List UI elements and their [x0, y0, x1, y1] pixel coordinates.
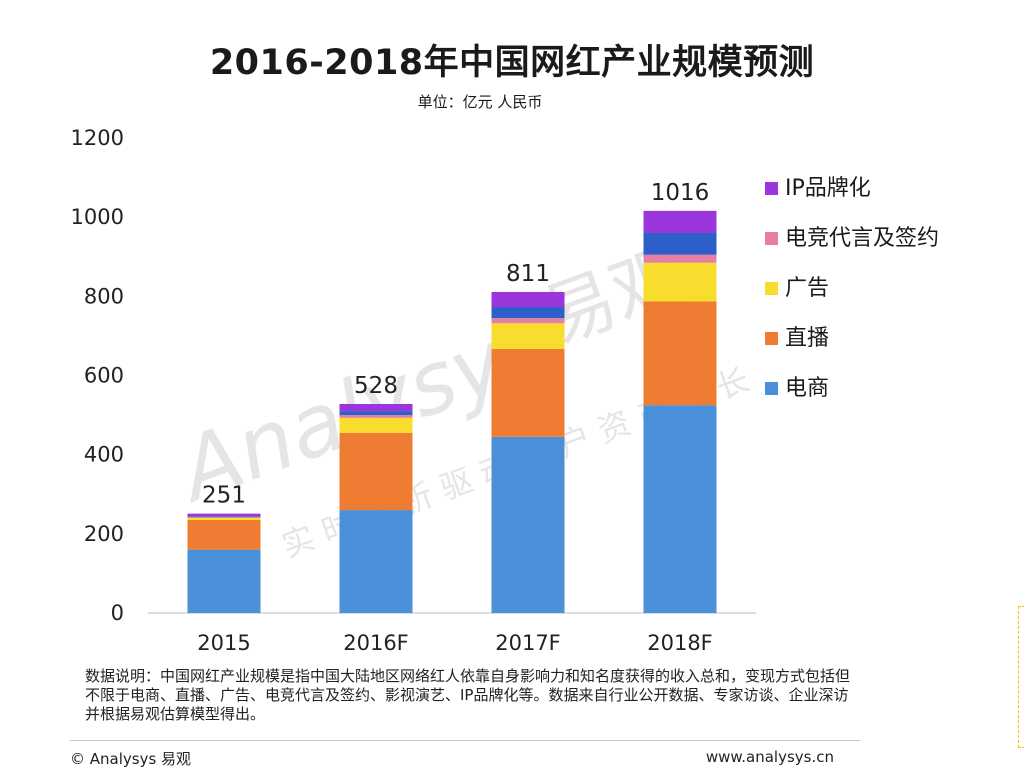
- legend-swatch-livestream: [765, 332, 778, 345]
- bar-segment-ip_brand: [339, 404, 413, 412]
- bars: [187, 210, 717, 613]
- legend-label-ecommerce: 电商: [785, 376, 829, 401]
- bar-segment-advertising: [643, 262, 717, 302]
- bar-segment-esports: [339, 415, 413, 418]
- bar-segment-esports: [643, 254, 717, 263]
- x-tick-label: 2018F: [647, 631, 713, 655]
- bar-segment-ecommerce: [643, 405, 717, 613]
- bar-segment-livestream: [491, 348, 565, 437]
- bar-segment-advertising: [187, 518, 261, 520]
- bar-segment-ip_brand: [187, 513, 261, 517]
- legend-label-esports: 电竞代言及签约: [785, 226, 939, 251]
- bar-segment-ecommerce: [339, 510, 413, 613]
- labels: 0 200 400 600 800 1000 1200 2015 251 2016F 528 2017…: [71, 126, 713, 655]
- chart-unit-subtitle: 单位：亿元 人民币: [417, 93, 543, 111]
- bar-segment-livestream: [643, 301, 717, 406]
- data-note: 数据说明：中国网红产业规模是指中国大陆地区网络红人依靠自身影响力和知名度获得的收…: [85, 667, 851, 723]
- bar-total-label: 811: [506, 261, 550, 287]
- chart-title: 2016-2018年中国网红产业规模预测: [209, 43, 815, 83]
- y-tick-label: 1200: [71, 126, 124, 150]
- y-tick-label: 400: [84, 443, 124, 467]
- x-tick-label: 2015: [197, 631, 250, 655]
- y-tick-label: 600: [84, 364, 124, 388]
- bar-total-label: 528: [354, 373, 398, 399]
- y-tick-label: 0: [111, 601, 124, 625]
- legend-label-livestream: 直播: [785, 326, 829, 351]
- bar-segment-blue_segment: [187, 516, 261, 517]
- bar-segment-ecommerce: [187, 549, 261, 613]
- corner-dashed-box: [1018, 606, 1024, 748]
- bar-segment-blue_segment: [643, 233, 717, 255]
- bar-segment-ecommerce: [491, 436, 565, 613]
- bar-segment-livestream: [187, 519, 261, 550]
- y-tick-label: 800: [84, 284, 124, 308]
- legend-swatch-esports: [765, 232, 778, 245]
- legend-swatch-ecommerce: [765, 382, 778, 395]
- bar-total-label: 251: [202, 483, 246, 509]
- bar-segment-advertising: [491, 323, 565, 349]
- bar-segment-esports: [491, 318, 565, 324]
- y-tick-label: 200: [84, 522, 124, 546]
- bar-total-label: 1016: [651, 180, 710, 206]
- footer-divider: [70, 740, 860, 741]
- legend-label-ip_brand: IP品牌化: [785, 176, 871, 201]
- bar-segment-ip_brand: [643, 210, 717, 233]
- bar-segment-blue_segment: [491, 307, 565, 319]
- website-link[interactable]: www.analysys.cn: [705, 748, 834, 766]
- legend-label-advertising: 广告: [785, 276, 829, 301]
- legend-swatch-advertising: [765, 282, 778, 295]
- bar-segment-livestream: [339, 432, 413, 511]
- bar-segment-ip_brand: [491, 291, 565, 308]
- bar-segment-advertising: [339, 417, 413, 433]
- y-tick-label: 1000: [71, 205, 124, 229]
- x-tick-label: 2016F: [343, 631, 409, 655]
- bar-segment-esports: [187, 516, 261, 518]
- bar-segment-blue_segment: [339, 411, 413, 416]
- x-tick-label: 2017F: [495, 631, 561, 655]
- copyright-text: © Analysys 易观: [70, 750, 192, 768]
- legend-swatch-ip_brand: [765, 182, 778, 195]
